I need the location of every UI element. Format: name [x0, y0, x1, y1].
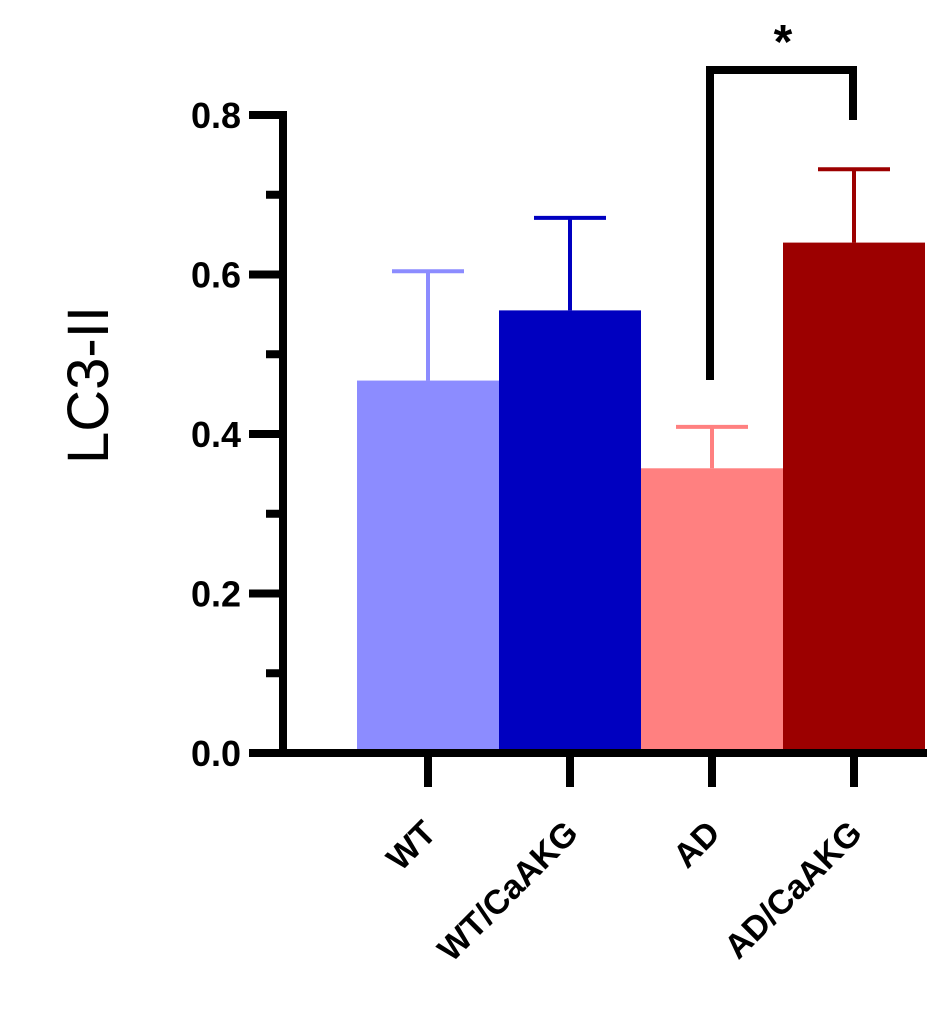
y-axis-label: LC3-II [56, 306, 121, 464]
x-tick-label: WT/CaAKG [431, 814, 586, 969]
significance-star: * [774, 16, 793, 69]
bar-wt-caakg [499, 310, 641, 753]
x-tick-label: AD [666, 814, 728, 876]
bar-wt [357, 380, 499, 753]
bar-ad-caakg [783, 242, 925, 753]
y-tick-label: 0.0 [191, 733, 241, 774]
significance-bracket: * [706, 16, 857, 380]
bar-ad [641, 468, 783, 753]
y-tick-label: 0.8 [191, 95, 241, 136]
y-tick-label: 0.2 [191, 574, 241, 615]
y-tick-label: 0.6 [191, 255, 241, 296]
y-tick-label: 0.4 [191, 414, 241, 455]
x-tick-label: AD/CaAKG [717, 814, 869, 966]
x-tick-label: WT [379, 814, 443, 878]
